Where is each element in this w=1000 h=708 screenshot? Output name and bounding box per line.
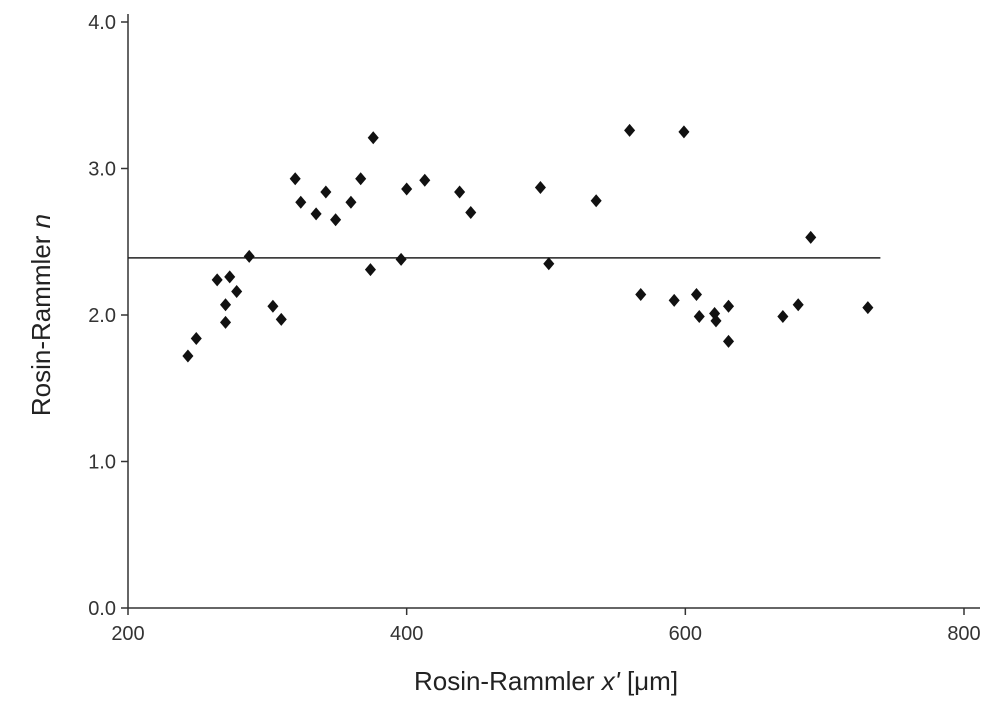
data-point [690,287,703,301]
data-point [220,298,232,312]
data-point [395,252,407,266]
data-point [345,195,357,209]
x-axis-title: Rosin-Rammler x' [μm] [414,666,678,696]
data-point [231,285,243,299]
data-point [419,173,431,187]
data-point [243,249,255,263]
data-point [267,299,279,313]
x-axis-title-unit: [μm] [620,666,678,696]
data-point [710,314,722,328]
x-axis-title-main: Rosin-Rammler [414,666,602,696]
data-point [355,172,367,186]
data-point [401,182,413,196]
data-point [624,123,636,137]
data-point [792,298,804,312]
data-point [805,230,817,244]
data-point [534,181,546,195]
data-point [590,194,602,208]
data-point [182,349,194,363]
data-point [777,309,789,323]
data-point [678,125,690,139]
data-point [668,293,680,307]
data-point [289,172,301,186]
axes [121,14,980,615]
data-point [320,185,332,199]
data-point [211,273,223,287]
data-point [224,270,236,284]
data-point [364,263,376,277]
y-tick-label: 3.0 [88,159,116,181]
y-axis-title-symbol: n [26,214,56,228]
data-point [220,315,232,329]
y-tick-label: 1.0 [88,452,116,474]
data-point [465,205,477,219]
x-tick-label: 600 [669,623,702,645]
y-axis-title: Rosin-Rammler n [26,214,56,416]
data-point [275,312,287,326]
data-point [723,299,735,313]
data-point [454,185,466,199]
data-point [543,257,555,271]
data-point [367,131,379,145]
data-point [635,287,647,301]
y-tick-label: 2.0 [88,305,116,327]
x-tick-label: 400 [390,623,423,645]
data-point [190,331,202,345]
x-tick-label: 800 [947,623,980,645]
y-tick-label: 0.0 [88,598,116,620]
data-point [723,334,735,348]
data-point [862,301,874,315]
y-axis-title-main: Rosin-Rammler [26,228,56,416]
data-points [182,123,874,363]
y-tick-label: 4.0 [88,12,116,34]
data-point [295,195,307,209]
data-point [693,309,705,323]
data-point [310,207,322,221]
data-point [330,213,342,227]
x-tick-label: 200 [111,623,144,645]
tick-labels: 0.0 1.0 2.0 3.0 4.0 200 400 600 800 [88,12,981,645]
x-axis-title-symbol: x' [600,666,621,696]
